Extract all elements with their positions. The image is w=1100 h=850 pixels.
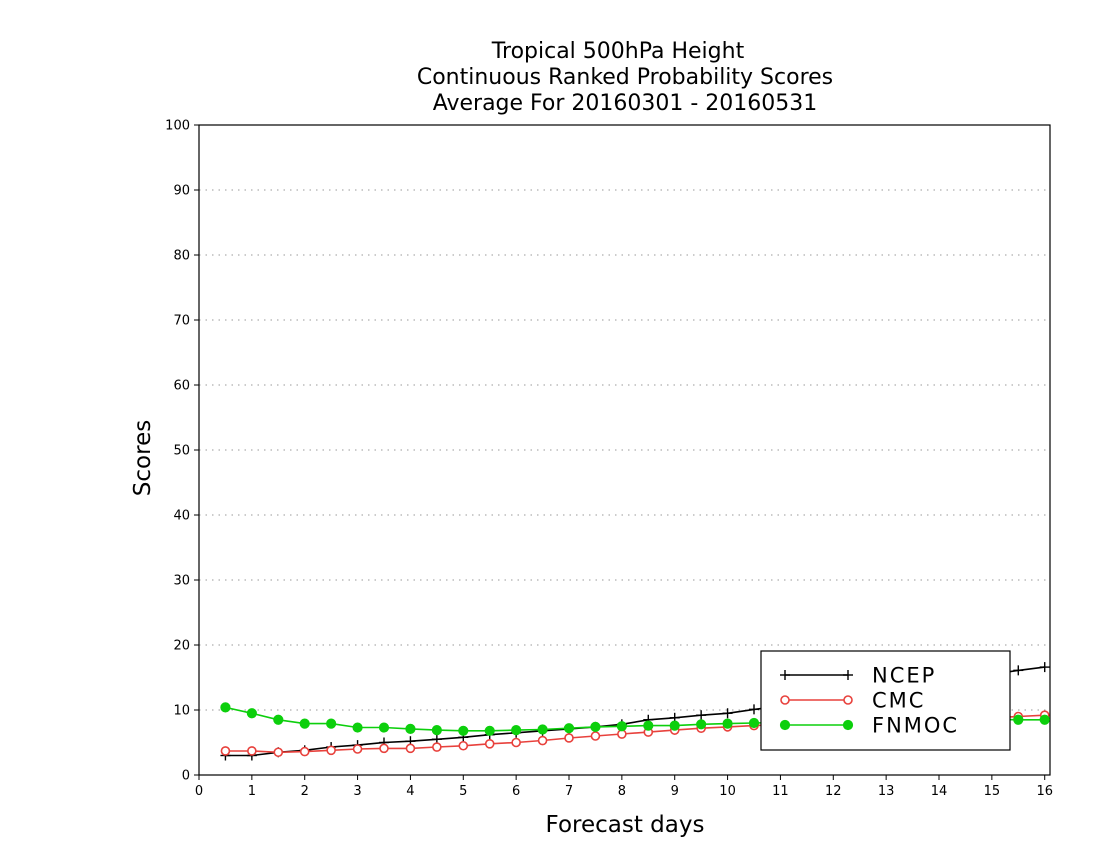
y-tick-label: 20 <box>173 639 190 654</box>
data-point-fnmoc <box>1039 714 1050 725</box>
data-point-fnmoc <box>246 708 257 719</box>
y-tick-label: 0 <box>182 769 190 784</box>
data-point-fnmoc <box>669 720 680 731</box>
legend-marker-ncep <box>780 670 790 680</box>
x-tick-label: 0 <box>195 784 203 799</box>
data-point-cmc <box>590 731 601 741</box>
legend-item-fnmoc: FNMOC <box>779 714 959 738</box>
data-point-cmc <box>299 746 310 757</box>
x-tick-label: 2 <box>301 784 309 799</box>
y-tick-label: 60 <box>173 379 190 394</box>
data-point-ncep <box>749 704 759 715</box>
data-point-fnmoc <box>405 723 416 734</box>
y-tick-label: 90 <box>173 184 190 199</box>
x-tick-label: 13 <box>878 784 895 799</box>
legend-marker-ncep <box>843 670 853 680</box>
data-point-cmc <box>405 743 416 754</box>
data-point-fnmoc <box>563 723 575 734</box>
title-line-1: Tropical 500hPa Height <box>491 39 745 64</box>
data-point-fnmoc <box>537 724 548 735</box>
data-point-fnmoc <box>1013 714 1024 725</box>
data-point-fnmoc <box>458 725 469 736</box>
y-tick-label: 70 <box>173 314 190 329</box>
data-point-cmc <box>564 733 574 743</box>
y-axis-label: Scores <box>130 420 156 496</box>
title-line-2: Continuous Ranked Probability Scores <box>417 65 833 90</box>
legend-label-ncep: NCEP <box>872 664 936 688</box>
x-tick-label: 9 <box>671 784 679 799</box>
legend-marker-cmc <box>780 695 790 705</box>
legend-label-fnmoc: FNMOC <box>872 714 959 738</box>
x-tick-label: 16 <box>1036 784 1053 799</box>
data-point-fnmoc <box>616 721 627 732</box>
data-point-cmc <box>273 747 284 758</box>
data-point-fnmoc <box>722 718 733 729</box>
legend-marker-fnmoc <box>779 719 791 731</box>
data-point-cmc <box>247 746 257 756</box>
data-point-fnmoc <box>484 725 495 736</box>
data-point-cmc <box>458 740 469 751</box>
data-point-fnmoc <box>511 725 522 736</box>
data-point-fnmoc <box>748 717 760 729</box>
x-tick-label: 14 <box>931 784 948 799</box>
legend-label-cmc: CMC <box>872 689 925 713</box>
data-point-fnmoc <box>590 721 601 733</box>
legend-marker-fnmoc <box>842 719 854 731</box>
x-tick-label: 1 <box>248 784 256 799</box>
data-point-fnmoc <box>696 719 707 730</box>
legend-item-ncep: NCEP <box>780 664 936 688</box>
legend-item-cmc: CMC <box>780 689 925 713</box>
y-tick-label: 10 <box>173 704 190 719</box>
data-point-ncep <box>1039 662 1050 673</box>
data-point-fnmoc <box>643 720 654 731</box>
data-point-ncep <box>1013 665 1024 676</box>
y-tick-label: 30 <box>173 574 190 589</box>
x-tick-label: 8 <box>618 784 626 799</box>
data-point-fnmoc <box>273 714 284 725</box>
data-point-ncep <box>696 710 707 721</box>
data-point-cmc <box>511 737 521 748</box>
data-point-fnmoc <box>431 725 442 736</box>
y-tick-label: 50 <box>173 444 190 459</box>
data-point-cmc <box>537 735 548 746</box>
x-tick-label: 15 <box>984 784 1001 799</box>
y-tick-label: 80 <box>173 249 190 264</box>
data-point-fnmoc <box>378 722 390 733</box>
y-tick-label: 100 <box>165 119 190 134</box>
data-point-cmc <box>432 742 442 752</box>
y-axis: 0 10 20 30 40 50 60 70 80 90 100 <box>165 119 199 784</box>
x-axis: 0 1 2 3 4 5 6 7 8 9 10 11 12 13 14 15 16 <box>195 775 1053 799</box>
data-point-fnmoc <box>352 722 363 733</box>
data-point-fnmoc <box>220 702 231 713</box>
title-line-3: Average For 20160301 - 20160531 <box>433 91 818 116</box>
y-tick-label: 40 <box>173 509 190 524</box>
x-tick-label: 11 <box>772 784 789 799</box>
data-point-cmc <box>326 745 336 756</box>
grid <box>199 189 1050 711</box>
x-tick-label: 12 <box>825 784 842 799</box>
x-tick-label: 3 <box>353 784 361 799</box>
x-axis-label: Forecast days <box>546 812 705 838</box>
x-tick-label: 7 <box>565 784 573 799</box>
x-tick-label: 10 <box>719 784 736 799</box>
data-point-cmc <box>484 738 495 749</box>
data-point-cmc <box>220 746 231 756</box>
chart-title: Tropical 500hPa Height Continuous Ranked… <box>417 39 833 116</box>
x-tick-label: 4 <box>406 784 414 799</box>
data-point-fnmoc <box>326 718 337 729</box>
x-tick-label: 6 <box>512 784 520 799</box>
data-point-fnmoc <box>299 718 310 729</box>
data-point-cmc <box>379 743 389 754</box>
data-point-ncep <box>722 708 733 719</box>
legend-marker-cmc <box>843 695 853 705</box>
x-tick-label: 5 <box>459 784 467 799</box>
data-point-cmc <box>352 744 363 754</box>
